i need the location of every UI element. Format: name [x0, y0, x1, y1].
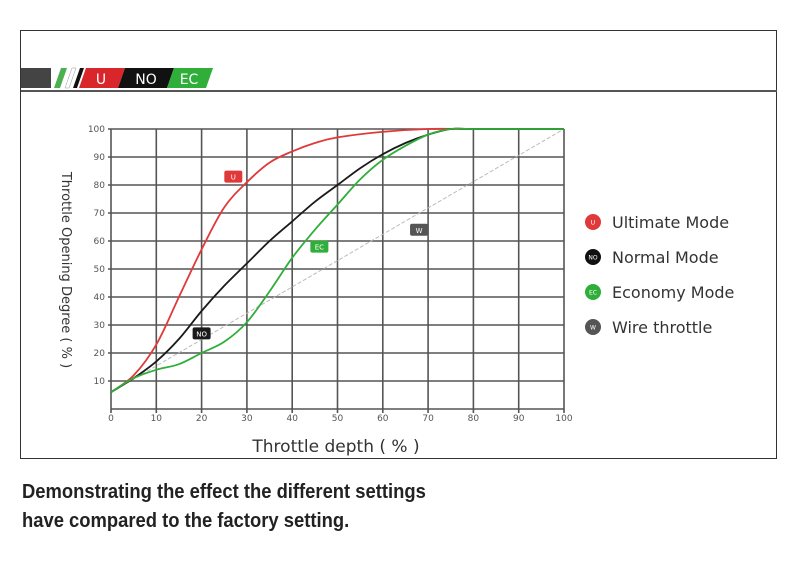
series-line-ultimate-mode: [110, 127, 564, 393]
legend-label: Normal Mode: [612, 248, 719, 267]
x-tick-label: 40: [286, 414, 298, 424]
x-tick-label: 20: [196, 414, 208, 424]
legend-label: Wire throttle: [612, 318, 712, 337]
series-tag-label: W: [416, 227, 423, 235]
x-tick-label: 10: [151, 414, 163, 424]
ticks: 0 10 20 30 40 50 60 70 80 90 100 10 20 30 40 50 60 70 80 90…: [88, 125, 573, 424]
chart-frame: [20, 30, 777, 459]
y-tick-label: 50: [94, 265, 106, 275]
legend-icon-label: EC: [589, 290, 597, 297]
series-line-wire-throttle: [110, 128, 565, 393]
x-tick-label: 0: [108, 414, 114, 424]
grid: [108, 128, 565, 413]
series-tag-label: U: [231, 174, 236, 182]
y-axis-label: Throttle Opening Degree ( % ): [58, 171, 73, 368]
x-tick-label: 30: [241, 414, 253, 424]
legend-icon-u: [585, 214, 601, 230]
banner-ec: EC: [180, 72, 199, 88]
mode-banner-logo: U NO EC: [21, 67, 213, 89]
x-tick-label: 70: [422, 414, 434, 424]
x-tick-label: 100: [555, 414, 572, 424]
x-axis-label: Throttle depth ( % ): [251, 437, 419, 457]
banner-no: NO: [135, 72, 157, 88]
legend-icon-no: [585, 249, 601, 265]
y-tick-label: 70: [94, 209, 106, 219]
legend-label: Economy Mode: [612, 283, 734, 302]
legend-icon-ec: [585, 284, 601, 300]
legend-icon-label: NO: [588, 255, 597, 262]
y-tick-label: 30: [94, 321, 106, 331]
y-tick-label: 60: [94, 237, 106, 247]
legend-icon-label: W: [590, 325, 596, 332]
series-tag-label: NO: [196, 330, 207, 338]
caption: Demonstrating the effect the different s…: [22, 478, 426, 536]
caption-line-1: Demonstrating the effect the different s…: [22, 481, 426, 503]
series-tag-marker: [310, 240, 329, 253]
y-tick-label: 80: [94, 181, 106, 191]
series-tag-marker: [224, 170, 243, 183]
y-tick-label: 10: [94, 377, 106, 387]
series-tag-label: EC: [315, 244, 324, 252]
x-tick-label: 60: [377, 414, 389, 424]
series-tag-marker: [192, 327, 211, 340]
x-tick-label: 50: [332, 414, 344, 424]
series-tags: U NO EC W: [192, 170, 429, 340]
y-tick-label: 90: [94, 153, 106, 163]
legend-icon-label: U: [591, 220, 595, 227]
y-tick-label: 40: [94, 293, 106, 303]
legend-icon-w: [585, 319, 601, 335]
x-tick-label: 90: [513, 414, 525, 424]
legend-label: Ultimate Mode: [612, 213, 729, 232]
series-line-economy-mode: [110, 127, 564, 393]
x-tick-label: 80: [468, 414, 480, 424]
series-tag-marker: [410, 223, 429, 236]
throttle-chart: 0 10 20 30 40 50 60 70 80 90 100 10 20 30 40 50 60 70 80 90…: [58, 125, 734, 457]
legend: U Ultimate Mode NO Normal Mode EC Economy Mod…: [585, 213, 734, 337]
y-tick-label: 100: [88, 125, 105, 135]
banner-u: U: [96, 72, 106, 88]
caption-line-2: have compared to the factory setting.: [22, 510, 350, 532]
series-lines: [110, 127, 565, 393]
y-tick-label: 20: [94, 349, 106, 359]
mode-banner: U NO EC: [21, 66, 777, 92]
